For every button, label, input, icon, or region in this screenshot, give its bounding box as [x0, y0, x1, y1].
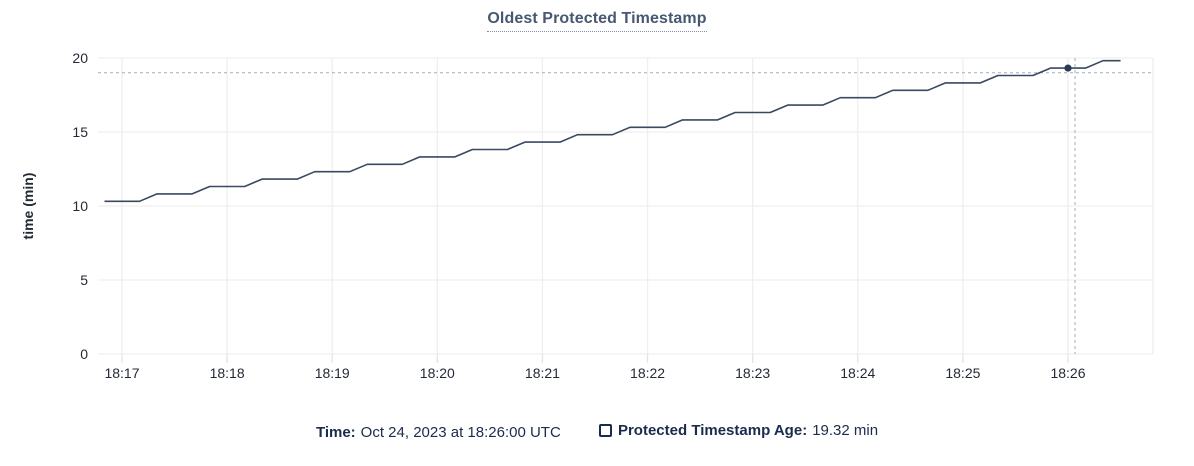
y-tick-label: 0	[80, 346, 88, 362]
x-tick-label: 18:21	[525, 365, 560, 381]
hover-time-value: Oct 24, 2023 at 18:26:00 UTC	[360, 424, 561, 441]
x-tick-label: 18:19	[315, 365, 350, 381]
series-line	[104, 59, 1121, 203]
timeseries-chart[interactable]: 0 5 10 15 20 18:17 18:18 18:19 18:20 18:21 18:22 18…	[0, 40, 1194, 400]
chart-title-row: Oldest Protected Timestamp	[0, 10, 1194, 32]
x-tick-label: 18:22	[630, 365, 665, 381]
hover-legend: Time: Oct 24, 2023 at 18:26:00 UTC Prote…	[0, 422, 1194, 441]
x-tick-label: 18:17	[104, 365, 139, 381]
x-tick-label: 18:25	[945, 365, 980, 381]
y-tick-label: 20	[72, 50, 88, 66]
y-tick-label: 15	[72, 124, 88, 140]
hover-time-group: Time: Oct 24, 2023 at 18:26:00 UTC	[316, 424, 561, 441]
y-axis-title: time (min)	[20, 173, 36, 240]
x-tick-label: 18:24	[840, 365, 875, 381]
series-hover-value: 19.32 min	[812, 422, 879, 439]
x-tick-label: 18:26	[1050, 365, 1085, 381]
hover-time-label: Time:	[315, 424, 356, 441]
y-tick-label: 10	[72, 198, 88, 214]
series-swatch[interactable]	[598, 424, 612, 437]
y-tick-label: 5	[80, 272, 88, 288]
x-tick-label: 18:23	[735, 365, 770, 381]
series-legend-group: Protected Timestamp Age: 19.32 min	[598, 422, 879, 439]
hover-dot	[1064, 64, 1072, 72]
x-tick-label: 18:18	[210, 365, 245, 381]
x-tick-label: 18:20	[420, 365, 455, 381]
series-name-label[interactable]: Protected Timestamp Age:	[617, 422, 808, 439]
chart-title[interactable]: Oldest Protected Timestamp	[487, 10, 707, 32]
